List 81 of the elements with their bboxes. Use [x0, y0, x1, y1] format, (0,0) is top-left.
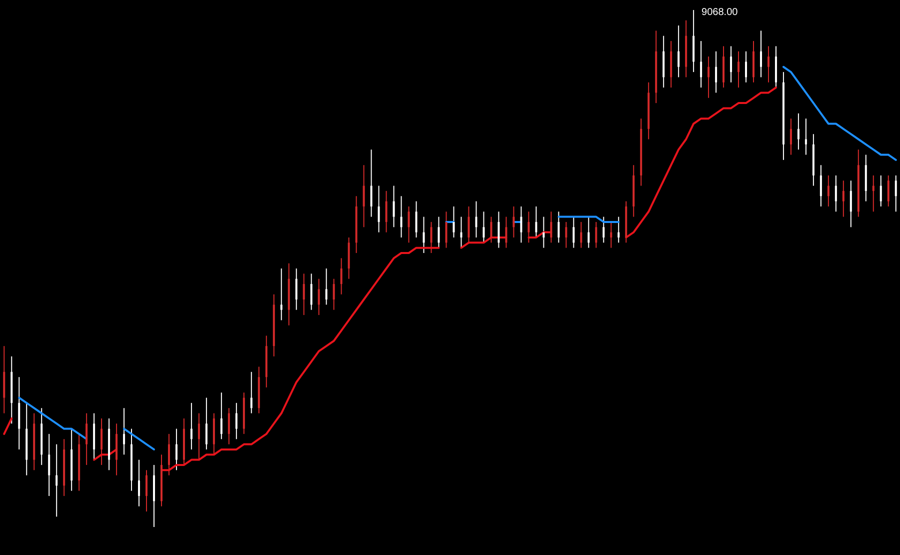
candlestick [430, 221, 432, 254]
candlestick [827, 174, 830, 207]
candlestick [235, 402, 238, 440]
annotation: 9068.00 [702, 7, 738, 18]
candlestick [445, 211, 448, 248]
candlestick [452, 206, 455, 238]
candlestick [250, 371, 252, 414]
candlestick [565, 221, 568, 248]
candlestick [610, 221, 612, 248]
candlestick [834, 174, 837, 212]
candlestick [700, 40, 702, 88]
candlestick [220, 392, 222, 440]
candlestick [482, 211, 485, 244]
candlestick [190, 402, 192, 450]
candlestick [295, 268, 298, 310]
candlestick [310, 273, 312, 310]
candlestick [370, 149, 372, 218]
candlestick [880, 174, 882, 207]
candlestick [362, 164, 365, 228]
candlestick [542, 216, 545, 248]
candlestick [512, 206, 515, 238]
candlestick [850, 180, 852, 228]
candlestick [438, 216, 440, 248]
candlestick [790, 118, 792, 156]
candlestick [738, 50, 740, 88]
candlestick [894, 174, 897, 212]
candlestick [887, 174, 890, 207]
candlestick [618, 216, 620, 244]
candlestick [422, 216, 425, 254]
candlestick [505, 216, 508, 248]
candlestick [535, 206, 538, 238]
candlestick [475, 200, 478, 238]
candlestick [340, 258, 342, 295]
candlestick [318, 278, 320, 316]
candlestick [56, 444, 58, 518]
candlestick [708, 56, 710, 98]
candlestick [842, 180, 844, 218]
candlestick [415, 200, 418, 238]
candlestick [205, 397, 208, 450]
candlestick [767, 46, 770, 83]
candlestick [550, 211, 552, 244]
candlestick [325, 268, 328, 306]
candlestick [678, 25, 680, 78]
candlestick [392, 185, 395, 228]
candlestick [498, 211, 500, 248]
candlestick [595, 221, 598, 248]
candlestick [198, 412, 200, 460]
candlestick [715, 50, 718, 94]
candlestick [602, 216, 605, 244]
candlestick [558, 211, 560, 244]
candlestick [138, 459, 140, 507]
candlestick [797, 112, 800, 150]
candlestick [408, 206, 410, 244]
candlestick [146, 470, 148, 512]
candlestick [468, 206, 470, 244]
candlestick [580, 221, 582, 248]
candlestick [100, 418, 103, 466]
candlestick [528, 211, 530, 244]
candlestick [730, 46, 732, 83]
candlestick [572, 216, 575, 248]
candlestick [872, 174, 874, 212]
candlestick [385, 190, 388, 233]
candlestick [228, 408, 230, 445]
candlestick [460, 216, 462, 248]
candlestick [804, 118, 807, 156]
candlestick [332, 278, 335, 310]
candlestick [378, 185, 380, 233]
candlestick [168, 433, 170, 476]
candlestick [490, 216, 492, 244]
candlestick [86, 412, 88, 466]
candlestick [400, 196, 402, 238]
candlestick [588, 216, 590, 248]
candlestick [302, 273, 305, 316]
candlestick [280, 268, 282, 321]
candlestick [745, 50, 748, 83]
candlestick [175, 428, 178, 471]
candlestick [820, 164, 822, 207]
candlestick [520, 206, 522, 244]
candlestick [760, 30, 762, 78]
candlestick [48, 433, 50, 496]
candlestick [123, 408, 126, 456]
